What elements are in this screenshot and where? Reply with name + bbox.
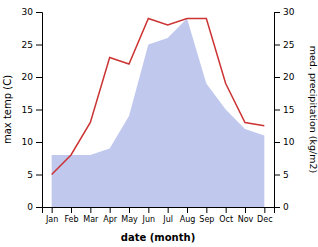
tick-mark	[274, 45, 280, 46]
tick: Nov	[238, 207, 254, 224]
tick: 20	[22, 72, 42, 82]
axis-line	[36, 13, 43, 208]
y-axis-title: max temp (C)	[2, 75, 13, 144]
tick-mark	[274, 12, 280, 13]
tick-label: 25	[283, 40, 294, 50]
tick-label: 25	[22, 40, 33, 50]
tick-label: 0	[27, 202, 33, 212]
marks	[52, 19, 265, 208]
tick: May	[121, 207, 138, 224]
tick-label: 15	[22, 105, 33, 115]
y-axis: 0 5 10 15 20 25 30	[22, 7, 43, 212]
tick-mark	[264, 207, 265, 213]
tick-label: Apr	[103, 215, 118, 224]
tick: Jun	[142, 207, 156, 224]
tick: 15	[22, 105, 42, 115]
tick-label: Feb	[64, 215, 78, 224]
plot-area: Jan Feb Mar AprMay Jun Jul AugSep Oct NovDec 0 5 10…	[22, 7, 295, 223]
tick-label: Jul	[162, 215, 173, 224]
area	[52, 19, 265, 208]
tick: 0	[274, 202, 289, 212]
tick: Aug	[180, 207, 196, 224]
tick-label: 30	[22, 7, 34, 17]
tick: Oct	[219, 207, 233, 224]
tick-label: Mar	[83, 215, 99, 224]
tick: Sep	[199, 207, 214, 224]
tick-mark	[206, 207, 207, 213]
tick-mark	[168, 207, 169, 213]
tick-mark	[148, 207, 149, 213]
tick-label: Dec	[257, 215, 272, 224]
tick-mark	[36, 175, 42, 176]
tick: 25	[274, 40, 294, 50]
tick: 0	[27, 202, 42, 212]
tick-label: Oct	[219, 215, 233, 224]
tick-mark	[274, 207, 280, 208]
tick-label: Aug	[180, 215, 196, 224]
tick-label: Jun	[142, 215, 156, 224]
tick-mark	[71, 207, 72, 213]
tick-label: May	[121, 215, 138, 224]
tick: 5	[27, 170, 42, 180]
tick-label: 20	[283, 72, 295, 82]
tick-label: 20	[22, 72, 34, 82]
tick-mark	[110, 207, 111, 213]
tick: 10	[22, 137, 42, 147]
chart: Jan Feb Mar AprMay Jun Jul AugSep Oct NovDec 0 5 10…	[0, 0, 318, 247]
line	[52, 19, 265, 175]
tick-mark	[36, 12, 42, 13]
tick-mark	[274, 110, 280, 111]
tick-label: 10	[283, 137, 295, 147]
tick-mark	[187, 207, 188, 213]
tick-mark	[274, 77, 280, 78]
tick: Jul	[162, 207, 173, 224]
tick-label: 5	[283, 170, 289, 180]
tick-label: 10	[22, 137, 34, 147]
tick-mark	[36, 142, 42, 143]
tick-label: 5	[27, 170, 33, 180]
tick: Dec	[257, 207, 272, 224]
tick-mark	[274, 175, 280, 176]
tick-mark	[226, 207, 227, 213]
tick-label: Nov	[238, 215, 254, 224]
axis-line	[275, 13, 281, 208]
tick: Mar	[83, 207, 99, 224]
tick-label: 15	[283, 105, 294, 115]
tick-mark	[36, 77, 42, 78]
tick-label: Sep	[199, 215, 214, 224]
tick: Feb	[64, 207, 78, 224]
tick-label: 0	[283, 202, 289, 212]
tick-label: 30	[283, 7, 295, 17]
tick: 20	[274, 72, 295, 82]
tick: Apr	[103, 207, 118, 224]
y2-axis-title: med. precipitation (kg/m2)	[308, 46, 318, 173]
tick: 5	[274, 170, 289, 180]
tick: Jan	[45, 207, 58, 224]
axis-line	[43, 208, 275, 214]
tick-mark	[36, 207, 42, 208]
tick: 30	[274, 7, 295, 17]
tick-mark	[52, 207, 53, 213]
tick: 25	[22, 40, 42, 50]
x-axis: Jan Feb Mar AprMay Jun Jul AugSep Oct NovDec	[43, 207, 275, 224]
tick-mark	[36, 110, 42, 111]
tick-mark	[245, 207, 246, 213]
tick-mark	[129, 207, 130, 213]
tick: 30	[22, 7, 42, 17]
y2-axis: 0 5 10 15 20 25 30	[274, 7, 295, 212]
tick-mark	[36, 45, 42, 46]
tick-mark	[90, 207, 91, 213]
tick-label: Jan	[45, 215, 58, 224]
tick: 10	[274, 137, 295, 147]
tick: 15	[274, 105, 294, 115]
x-axis-title: date (month)	[121, 232, 195, 243]
tick-mark	[274, 142, 280, 143]
